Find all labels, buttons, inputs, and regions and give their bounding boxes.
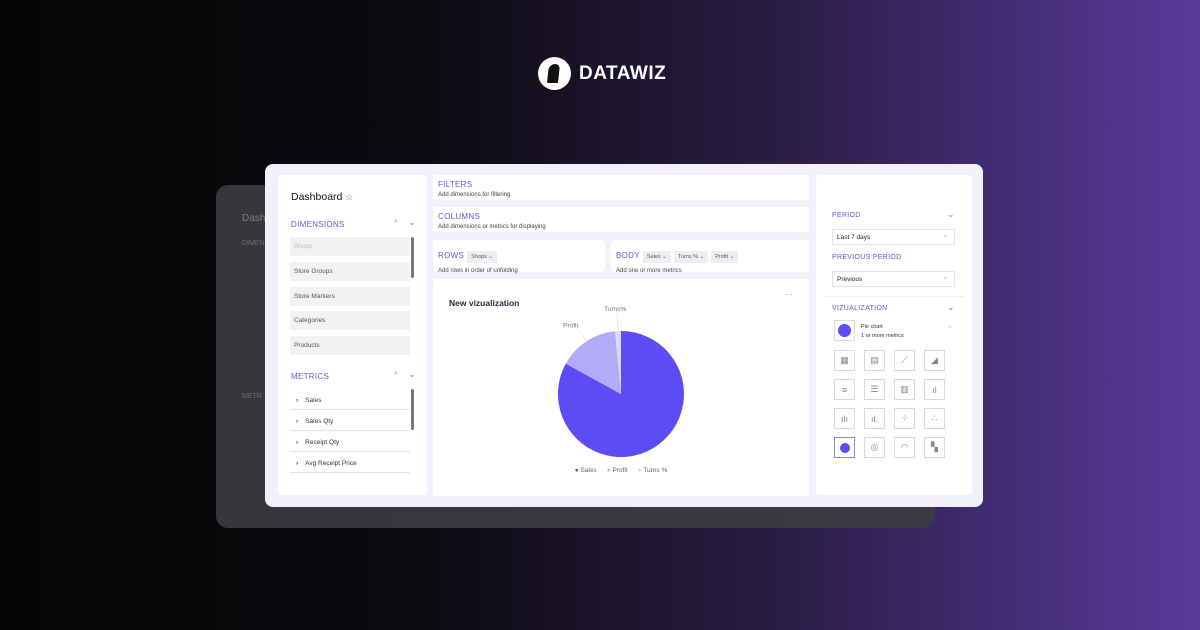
legend-item-profit: ● Profit bbox=[606, 467, 628, 474]
chevron-down-icon: ⌄ bbox=[946, 320, 954, 330]
previous-period-select[interactable]: Previous bbox=[832, 271, 955, 287]
rows-label: ROWS bbox=[438, 251, 465, 260]
ghost-metrics: METR bbox=[242, 393, 262, 400]
dimensions-header: DIMENSIONS bbox=[291, 220, 345, 229]
ghost-section: DIMENSI bbox=[242, 240, 272, 247]
table-icon[interactable]: ▦ bbox=[834, 350, 855, 371]
period-label: PERIOD bbox=[832, 212, 861, 219]
sidebar: Dashboard ☆ DIMENSIONS ⌕ ⌄ Shops Store G… bbox=[278, 175, 427, 495]
label-leader bbox=[616, 313, 619, 332]
metric-item[interactable]: › Sales Qty bbox=[290, 411, 410, 431]
previous-period-label: PREVIOUS PERIOD bbox=[832, 254, 902, 261]
rows-hint: Add rows in order of unfolding bbox=[438, 268, 518, 274]
period-select[interactable]: Last 7 days bbox=[832, 229, 955, 245]
rows-zone[interactable]: ROWS Shops ⌄ Add rows in order of unfoldi… bbox=[433, 240, 605, 274]
divider bbox=[824, 296, 964, 297]
column-multi-icon[interactable]: ılı bbox=[834, 408, 855, 429]
metric-label: Avg Receipt Price bbox=[305, 460, 357, 467]
column-icon[interactable]: ıl bbox=[924, 379, 945, 400]
viz-type-desc: 1 or more metrics bbox=[861, 333, 904, 339]
ghost-title: Dash bbox=[242, 213, 266, 224]
filters-hint: Add dimensions for filtering bbox=[438, 192, 511, 198]
logo-icon bbox=[538, 57, 571, 90]
column-small-icon[interactable]: ıl. bbox=[864, 408, 885, 429]
chevron-down-icon[interactable]: ⌄ bbox=[408, 369, 416, 379]
more-menu-icon[interactable]: ··· bbox=[785, 290, 793, 299]
filters-label: FILTERS bbox=[438, 180, 473, 189]
chevron-right-icon: › bbox=[296, 439, 299, 446]
visualization-panel: New vizualization ··· Profit Turns% ● Sal… bbox=[433, 279, 809, 496]
chevron-down-icon[interactable]: ⌄ bbox=[947, 302, 955, 312]
search-icon[interactable]: ⌕ bbox=[394, 218, 398, 225]
metric-item[interactable]: › Sales bbox=[290, 390, 410, 410]
pie-slice-turns[interactable] bbox=[615, 331, 621, 394]
label-leader bbox=[578, 329, 587, 342]
brand-logo: DATAWIZ bbox=[538, 57, 666, 90]
bar-h-stacked-icon[interactable]: ☰ bbox=[864, 379, 885, 400]
gauge-icon[interactable]: ◠ bbox=[894, 437, 915, 458]
slice-label: Profit bbox=[563, 323, 578, 330]
row-chip[interactable]: Shops ⌄ bbox=[467, 251, 497, 263]
legend-item-sales: ● Sales bbox=[574, 467, 597, 474]
chevron-right-icon: › bbox=[296, 418, 299, 425]
filters-zone[interactable]: FILTERS Add dimensions for filtering bbox=[433, 175, 809, 200]
search-icon[interactable]: ⌕ bbox=[394, 370, 398, 377]
dimension-item[interactable]: Store Markers bbox=[290, 287, 410, 306]
dashboard-window: Dashboard ☆ DIMENSIONS ⌕ ⌄ Shops Store G… bbox=[265, 164, 983, 507]
donut-icon[interactable]: ◎ bbox=[864, 437, 885, 458]
area-icon[interactable]: ◢ bbox=[924, 350, 945, 371]
scrollbar[interactable] bbox=[411, 237, 414, 278]
metric-item[interactable]: › Receipt Qty bbox=[290, 432, 410, 452]
slice-label: Turns% bbox=[604, 306, 626, 313]
brand-name: DATAWIZ bbox=[579, 62, 667, 84]
metric-label: Sales bbox=[305, 397, 322, 404]
treemap-icon[interactable]: ▚ bbox=[924, 437, 945, 458]
visualization-title: New vizualization bbox=[449, 298, 520, 308]
dimension-item[interactable]: Products bbox=[290, 336, 410, 355]
body-zone[interactable]: BODY Sales ⌄ Turns % ⌄ Profit ⌄ Add one or … bbox=[611, 240, 809, 274]
pie-chart-icon bbox=[834, 320, 855, 341]
columns-hint: Add dimensions or metrics for displaying bbox=[438, 224, 546, 230]
chart-legend: ● Sales ● Profit ● Turns % bbox=[433, 467, 809, 474]
legend-item-turns: ● Turns % bbox=[637, 467, 668, 474]
body-chip[interactable]: Turns % ⌄ bbox=[673, 251, 709, 263]
metric-label: Sales Qty bbox=[305, 418, 334, 425]
pie-chart: Profit Turns% bbox=[558, 306, 684, 457]
dimension-item[interactable]: Categories bbox=[290, 311, 410, 330]
columns-label: COLUMNS bbox=[438, 212, 481, 221]
scrollbar[interactable] bbox=[411, 389, 414, 430]
line-icon[interactable]: ⟋ bbox=[894, 350, 915, 371]
metric-item[interactable]: › Avg Receipt Price bbox=[290, 453, 410, 473]
viz-type-name: Pie chart bbox=[861, 324, 883, 330]
dimension-item[interactable]: Shops bbox=[290, 237, 410, 256]
page-title: Dashboard ☆ bbox=[291, 191, 354, 203]
pie-slice-profit[interactable] bbox=[565, 331, 621, 394]
chevron-down-icon[interactable]: ⌄ bbox=[947, 209, 955, 219]
visualization-label: VIZUALIZATION bbox=[832, 305, 888, 312]
star-icon[interactable]: ☆ bbox=[345, 192, 354, 202]
body-label: BODY bbox=[616, 251, 640, 260]
dimension-item[interactable]: Store Groups bbox=[290, 262, 410, 281]
scatter-icon[interactable]: ⁘ bbox=[894, 408, 915, 429]
columns-zone[interactable]: COLUMNS Add dimensions or metrics for di… bbox=[433, 207, 809, 232]
scatter-dots-icon[interactable]: ∴ bbox=[924, 408, 945, 429]
settings-panel: PERIOD ⌄ Last 7 days PREVIOUS PERIOD Pre… bbox=[816, 175, 972, 495]
body-chip[interactable]: Sales ⌄ bbox=[642, 251, 671, 263]
text-icon[interactable]: ▤ bbox=[864, 350, 885, 371]
bar-h-icon[interactable]: ≡ bbox=[834, 379, 855, 400]
body-hint: Add one or more metrics bbox=[616, 268, 682, 274]
viz-type-select[interactable]: Pie chart 1 or more metrics ⌄ bbox=[834, 320, 959, 342]
chevron-down-icon[interactable]: ⌄ bbox=[408, 217, 416, 227]
column-grouped-icon[interactable]: ▥ bbox=[894, 379, 915, 400]
chevron-right-icon: › bbox=[296, 460, 299, 467]
pie-icon[interactable] bbox=[834, 437, 855, 458]
chevron-right-icon: › bbox=[296, 397, 299, 404]
metrics-header: METRICS bbox=[291, 372, 330, 381]
body-chip[interactable]: Profit ⌄ bbox=[711, 251, 739, 263]
metric-label: Receipt Qty bbox=[305, 439, 340, 446]
